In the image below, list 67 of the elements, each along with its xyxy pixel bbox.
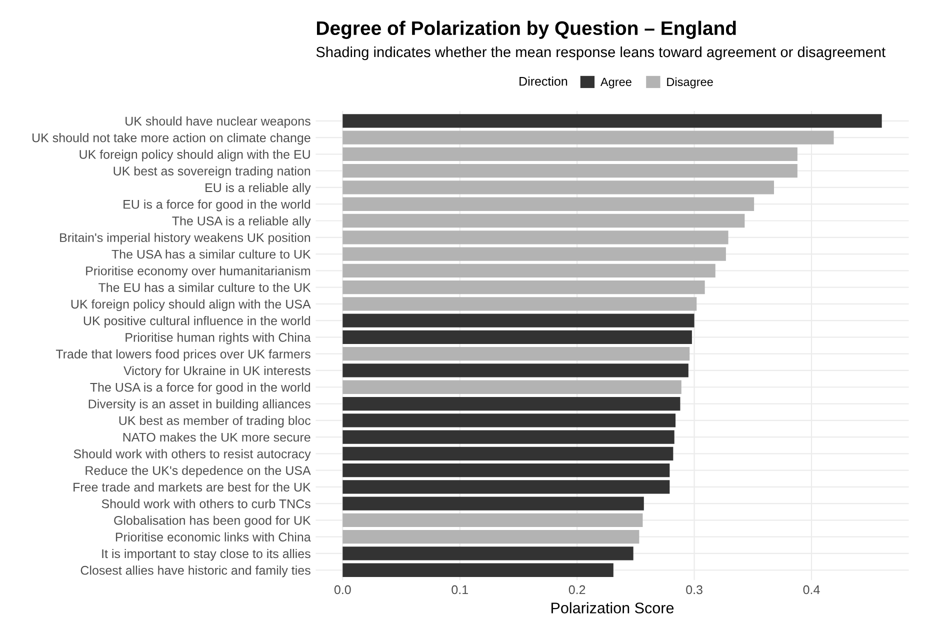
bar [342, 546, 634, 560]
y-tick-label: Closest allies have historic and family ties [80, 566, 310, 578]
y-tick-label: Prioritise economic links with China [116, 532, 311, 542]
x-tick-label: 0.1 [452, 585, 468, 594]
y-tick-label: UK positive cultural influence in the world [84, 316, 310, 328]
bar [342, 180, 774, 194]
y-tick-label: Reduce the UK's depedence on the USA [86, 466, 311, 478]
bar [342, 364, 688, 378]
bar [342, 314, 694, 328]
y-tick-label: EU is a force for good in the world [124, 200, 310, 212]
bar [342, 197, 754, 211]
bar [342, 530, 640, 544]
bar [342, 147, 798, 162]
y-tick-label: The USA is a force for good in the world [90, 382, 310, 394]
bar [342, 480, 670, 494]
y-tick-label: UK should have nuclear weapons [126, 116, 310, 128]
bar [342, 463, 670, 478]
legend-label: Agree [600, 78, 632, 88]
y-tick-label: Diversity is an asset in building alliances [88, 399, 310, 411]
y-tick-label: Globalisation has been good for UK [114, 516, 311, 528]
y-tick-label: The EU has a similar culture to the UK [98, 282, 311, 292]
bar [342, 130, 834, 144]
y-tick-label: Should work with others to resist autocracy [74, 449, 311, 461]
y-tick-label: EU is a reliable ally [206, 182, 311, 195]
x-axis-title: Polarization Score [552, 602, 674, 614]
legend-title: Direction [520, 76, 568, 86]
bar [342, 446, 674, 460]
bar [342, 164, 798, 178]
bar [342, 230, 728, 244]
legend-label: Disagree [667, 77, 713, 88]
y-tick-label: It is important to stay close to its allies [102, 548, 310, 561]
y-tick-label: UK best as sovereign trading nation [114, 166, 310, 178]
chart-title: Degree of Polarization by Question – England [316, 20, 736, 39]
y-tick-label: UK should not take more action on climate change [32, 133, 310, 145]
bar [342, 297, 697, 311]
bar [342, 513, 643, 528]
bar [342, 496, 644, 510]
bar [342, 247, 726, 261]
bar [342, 214, 745, 228]
x-tick-label: 0.3 [686, 585, 702, 594]
y-tick-label: Victory for Ukraine in UK interests [124, 366, 310, 378]
y-tick-label: UK foreign policy should align with the USA [71, 299, 311, 312]
chart-subtitle: Shading indicates whether the mean response leans toward agreement or disagreement [316, 46, 886, 60]
y-tick-label: UK best as member of trading bloc [119, 416, 311, 428]
y-tick-label: UK foreign policy should align with the EU [80, 150, 310, 162]
bar [342, 264, 716, 278]
y-tick-label: Should work with others to curb TNCs [102, 499, 310, 508]
y-tick-label: Trade that lowers food prices over UK farmers [56, 349, 310, 361]
bar [342, 563, 614, 577]
x-tick-label: 0.4 [803, 585, 820, 594]
bar [342, 330, 692, 344]
bar [342, 414, 676, 428]
y-tick-label: NATO makes the UK more secure [123, 432, 310, 442]
bar [342, 280, 705, 294]
bar [342, 380, 682, 394]
bar [342, 430, 674, 444]
x-tick-label: 0.0 [334, 585, 351, 594]
y-tick-label: The USA is a reliable ally [172, 216, 311, 228]
x-tick-label: 0.2 [568, 585, 586, 594]
y-tick-label: Prioritise human rights with China [126, 332, 311, 344]
y-tick-label: Prioritise economy over humanitarianism [86, 266, 310, 278]
y-tick-label: Free trade and markets are best for the UK [74, 482, 311, 492]
y-tick-label: The USA has a similar culture to UK [112, 250, 311, 259]
bar [342, 114, 882, 128]
bar [342, 347, 690, 361]
bar [342, 396, 680, 411]
y-tick-label: Britain's imperial history weakens UK position [60, 232, 310, 245]
